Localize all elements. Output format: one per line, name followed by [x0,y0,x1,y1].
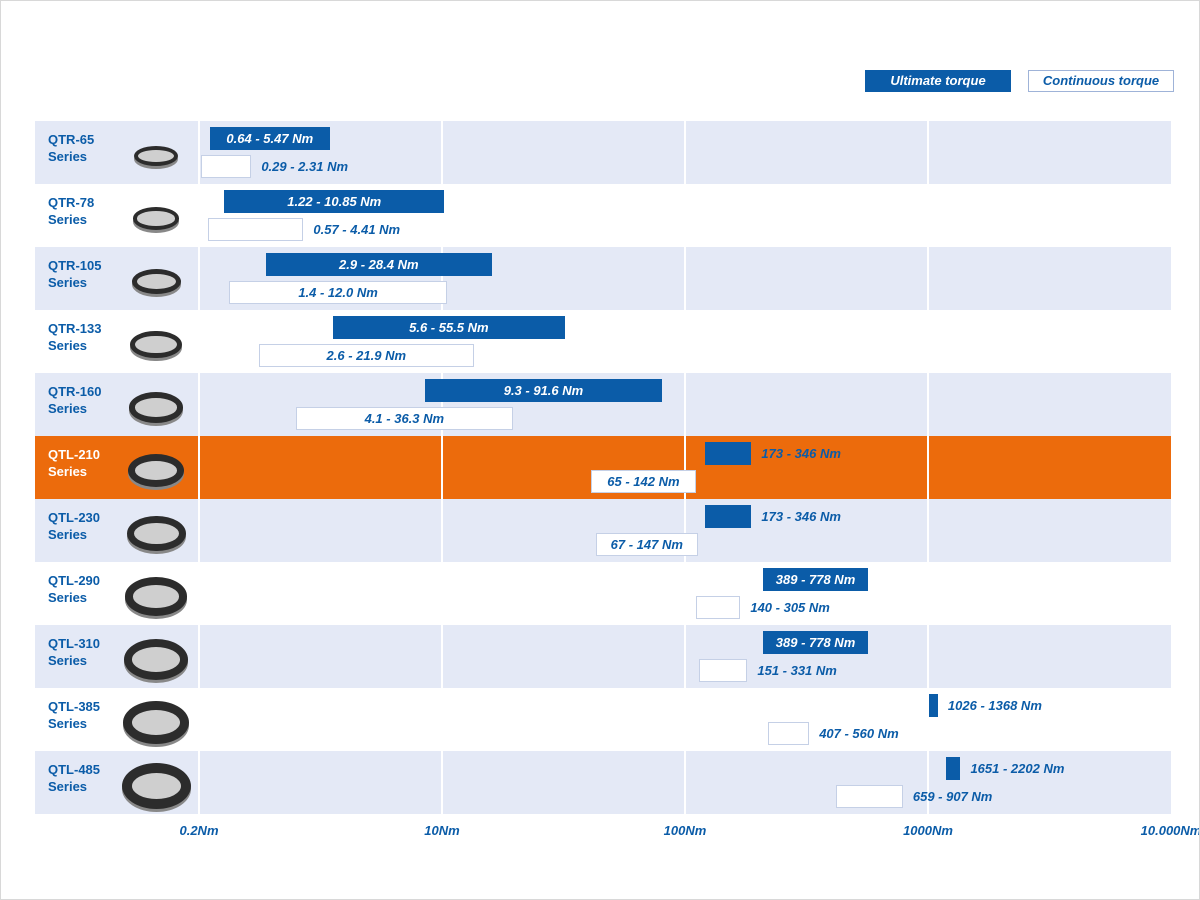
category-label: QTR-78 Series [48,195,95,227]
value-label: 0.29 - 2.31 Nm [261,159,349,174]
category-label: QTR-133 Series [48,321,102,353]
x-tick-label: 10Nm [424,823,460,838]
value-label: 173 - 346 Nm [761,446,841,461]
continuous-bar [695,596,741,619]
value-label: 173 - 346 Nm [761,509,841,524]
category-label: QTL-485 Series [48,762,101,794]
product-image [121,762,191,809]
ultimate-bar [763,568,869,591]
value-label: 65 - 142 Nm [607,474,680,489]
x-tick-label: 0.2Nm [179,823,219,838]
continuous-bar [258,344,475,367]
continuous-bar [767,722,810,745]
product-image [124,639,188,680]
value-label: 67 - 147 Nm [610,537,683,552]
value-label: 407 - 560 Nm [819,726,899,741]
x-tick-label: 1000Nm [903,823,953,838]
ultimate-bar [945,757,961,780]
ultimate-bar [332,316,565,339]
grid-line [441,121,443,814]
value-label: 5.6 - 55.5 Nm [409,320,489,335]
ultimate-bar [209,127,330,150]
legend-item: Continuous torque [1028,70,1174,92]
category-label: QTL-290 Series [48,573,101,605]
ultimate-bar [424,379,663,402]
value-label: 389 - 778 Nm [775,635,856,650]
ultimate-bar [928,694,938,717]
row-background [35,751,1171,814]
continuous-bar [835,785,903,808]
value-label: 140 - 305 Nm [750,600,830,615]
row-background [35,310,1171,373]
grid-line [927,121,929,814]
category-label: QTR-65 Series [48,132,95,164]
row-background [35,688,1171,751]
value-label: 0.64 - 5.47 Nm [226,131,314,146]
ultimate-bar [265,253,492,276]
value-label: 0.57 - 4.41 Nm [313,222,401,237]
product-image [127,454,185,487]
product-image [131,268,181,295]
value-label: 1651 - 2202 Nm [970,761,1065,776]
product-image [122,700,190,745]
x-tick-label: 10.000Nm [1140,823,1200,838]
value-label: 1.22 - 10.85 Nm [287,194,382,209]
ultimate-bar [704,442,752,465]
product-image [126,515,186,552]
ultimate-bar [763,631,869,654]
value-label: 659 - 907 Nm [912,789,993,804]
continuous-bar [595,533,698,556]
row-background [35,247,1171,310]
product-image [130,330,182,359]
category-label: QTL-210 Series [48,447,101,479]
continuous-bar [208,218,304,241]
product-image [134,145,178,166]
continuous-bar [228,281,448,304]
category-label: QTL-310 Series [48,636,101,668]
continuous-bar [295,407,513,430]
product-image [125,577,187,616]
legend-item: Ultimate torque [865,70,1011,92]
value-label: 1.4 - 12.0 Nm [298,285,378,300]
row-background [35,625,1171,688]
x-tick-label: 100Nm [663,823,707,838]
value-label: 151 - 331 Nm [757,663,837,678]
continuous-bar [201,155,252,178]
ultimate-bar [224,190,445,213]
value-label: 4.1 - 36.3 Nm [364,411,445,426]
value-label: 9.3 - 91.6 Nm [503,383,584,398]
value-label: 389 - 778 Nm [775,572,856,587]
category-label: QTR-105 Series [48,258,102,290]
row-background [35,562,1171,625]
grid-line [198,121,200,814]
value-label: 2.6 - 21.9 Nm [326,348,407,363]
continuous-bar [698,659,748,682]
grid-line [684,121,686,814]
value-label: 2.9 - 28.4 Nm [339,257,419,272]
ultimate-bar [704,505,752,528]
row-background [35,184,1171,247]
product-image [129,392,183,423]
category-label: QTL-230 Series [48,510,101,542]
value-label: 1026 - 1368 Nm [947,698,1042,713]
category-label: QTR-160 Series [48,384,102,416]
product-image [132,207,180,230]
category-label: QTL-385 Series [48,699,101,731]
continuous-bar [590,470,697,493]
